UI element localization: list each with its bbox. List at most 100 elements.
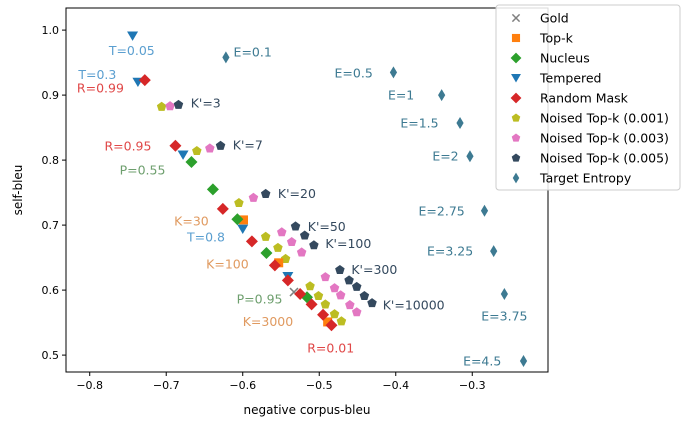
data-point xyxy=(500,288,508,300)
data-point xyxy=(294,288,307,300)
point-annotation: P=0.55 xyxy=(120,162,166,177)
data-point xyxy=(351,307,362,317)
point-annotation: E=3.25 xyxy=(427,244,473,259)
data-point xyxy=(248,192,259,202)
data-point xyxy=(351,281,362,291)
point-annotation: E=1 xyxy=(388,88,414,103)
data-point xyxy=(309,240,319,250)
x-tick-label: −0.4 xyxy=(382,379,409,392)
data-point xyxy=(231,213,244,226)
legend-marker-icon xyxy=(510,52,522,64)
point-annotation: E=3.75 xyxy=(481,309,527,324)
data-point xyxy=(277,227,287,237)
data-point xyxy=(281,274,294,287)
series-random-mask xyxy=(138,74,338,332)
data-point xyxy=(245,235,258,248)
data-point xyxy=(165,101,175,111)
point-annotation: K'=3 xyxy=(191,95,221,110)
data-point xyxy=(237,224,249,234)
point-annotation: E=4.5 xyxy=(463,353,501,368)
point-annotation: E=1.5 xyxy=(400,116,438,131)
legend-entry: Noised Top-k (0.005) xyxy=(511,151,669,166)
data-point xyxy=(169,139,182,152)
point-annotation: K=30 xyxy=(174,214,209,229)
point-annotation: K'=300 xyxy=(351,262,397,277)
data-point xyxy=(273,242,283,252)
point-annotation: K'=10000 xyxy=(383,298,445,313)
data-point xyxy=(367,298,377,308)
y-tick-label: 1.0 xyxy=(42,24,60,37)
data-marks xyxy=(127,31,528,367)
point-annotation: K'=20 xyxy=(278,186,316,201)
legend-marker-icon xyxy=(511,113,521,122)
data-point xyxy=(313,290,324,300)
legend-box xyxy=(495,4,681,191)
legend-label: Gold xyxy=(540,11,569,26)
point-annotation: T=0.8 xyxy=(186,229,225,244)
y-tick-label: 0.7 xyxy=(42,219,60,232)
y-tick-label: 0.9 xyxy=(42,89,60,102)
legend-label: Random Mask xyxy=(540,91,629,106)
point-annotation: E=2 xyxy=(432,149,458,164)
legend-entry: Target Entropy xyxy=(512,171,632,186)
x-tick-label: −0.5 xyxy=(306,379,333,392)
data-point xyxy=(305,298,318,311)
legend-marker-icon xyxy=(511,13,521,23)
data-point xyxy=(329,309,340,319)
data-point xyxy=(286,237,297,247)
legend-entry: Noised Top-k (0.001) xyxy=(511,111,669,126)
data-point xyxy=(177,150,189,160)
legend-marker-icon xyxy=(510,92,522,104)
legend-marker-icon xyxy=(512,172,520,184)
data-point xyxy=(438,89,446,102)
point-annotation: P=0.95 xyxy=(237,292,283,307)
y-axis-label: self-bleu xyxy=(11,165,25,216)
data-point xyxy=(329,283,340,293)
point-annotation: K'=7 xyxy=(233,138,263,153)
data-point xyxy=(456,117,464,130)
legend-entry: Nucleus xyxy=(510,51,590,66)
legend-marker-icon xyxy=(511,74,521,83)
axis-ticks: −0.8 −0.7 −0.6 −0.5 −0.4 −0.3 0.5 0.6 0.7 0.8 0.9 1… xyxy=(42,24,486,392)
legend: Gold Top-k Nucleus Tempered Random Mask Noise… xyxy=(495,4,681,191)
x-axis-label: negative corpus-bleu xyxy=(244,403,371,417)
point-annotation: E=0.1 xyxy=(234,45,272,60)
data-point xyxy=(260,188,271,198)
point-annotation: T=0.05 xyxy=(108,43,155,58)
data-point xyxy=(274,258,284,268)
x-tick-label: −0.6 xyxy=(229,379,256,392)
legend-entry: Top-k xyxy=(511,31,574,46)
annotations: T=0.05 T=0.3R=0.99 K'=3 R=0.95 K'=7 P=0.55 E=0… xyxy=(77,43,528,369)
legend-entry: Gold xyxy=(511,11,569,26)
point-annotation: K=100 xyxy=(206,257,249,272)
data-point xyxy=(268,259,281,272)
data-point xyxy=(215,140,226,150)
data-point xyxy=(320,299,331,309)
point-annotation: R=0.01 xyxy=(307,340,354,355)
y-tick-label: 0.6 xyxy=(42,284,60,297)
data-point xyxy=(290,221,301,231)
data-point xyxy=(490,245,498,258)
series-noised-top-k-0-003- xyxy=(165,101,362,317)
data-point xyxy=(344,275,354,285)
data-point xyxy=(317,308,330,321)
point-annotation: E=0.5 xyxy=(335,66,373,81)
legend-marker-icon xyxy=(511,33,521,43)
point-annotation: E=2.75 xyxy=(419,203,465,218)
point-annotation: T=0.3 xyxy=(77,67,116,82)
data-point xyxy=(156,101,167,111)
x-tick-label: −0.3 xyxy=(459,379,486,392)
legend-label: Tempered xyxy=(539,71,602,86)
legend-label: Noised Top-k (0.005) xyxy=(540,151,669,166)
data-point xyxy=(335,264,345,274)
data-point xyxy=(389,66,398,79)
legend-marker-icon xyxy=(511,153,521,162)
data-point xyxy=(305,281,315,291)
x-tick-label: −0.8 xyxy=(76,379,103,392)
legend-label: Nucleus xyxy=(540,51,590,66)
data-point xyxy=(323,317,333,327)
data-point xyxy=(206,183,219,196)
data-point xyxy=(345,300,355,310)
point-annotation: R=0.95 xyxy=(104,138,151,153)
